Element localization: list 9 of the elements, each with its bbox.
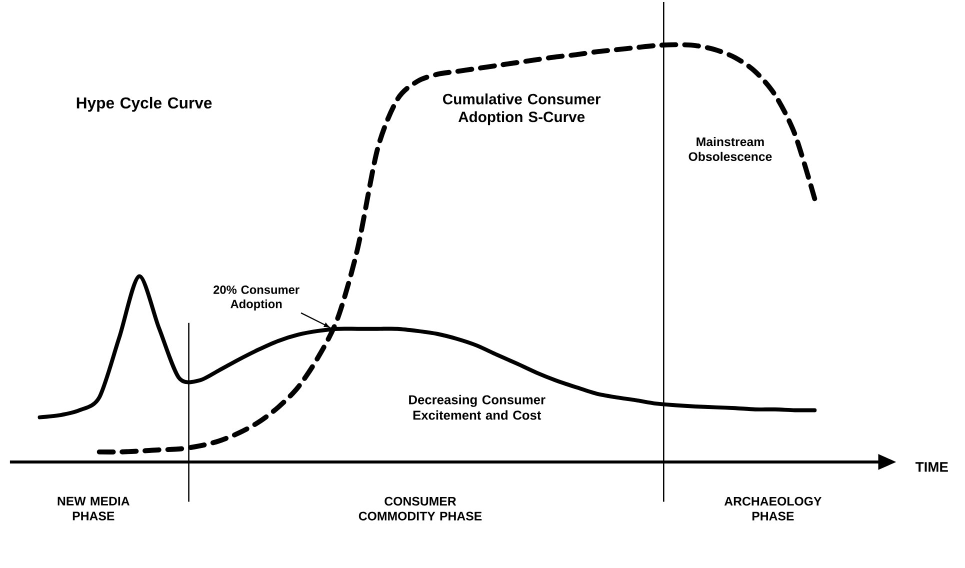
text: TIME xyxy=(916,462,948,472)
annotation: Hype Cycle Curve xyxy=(76,96,212,112)
annotation: Mainstream Obsolescence xyxy=(688,136,772,161)
text: NEW MEDIA PHASE xyxy=(58,496,130,520)
annotation: 20% Consumer Adoption xyxy=(214,285,300,310)
text: ARCHAEOLOGY PHASE xyxy=(724,496,822,520)
annotation: Decreasing Consumer Excitement and Cost xyxy=(409,394,546,420)
annotation: Cumulative Consumer Adoption S-Curve xyxy=(443,93,601,125)
text: CONSUMER COMMODITY PHASE xyxy=(358,496,482,520)
